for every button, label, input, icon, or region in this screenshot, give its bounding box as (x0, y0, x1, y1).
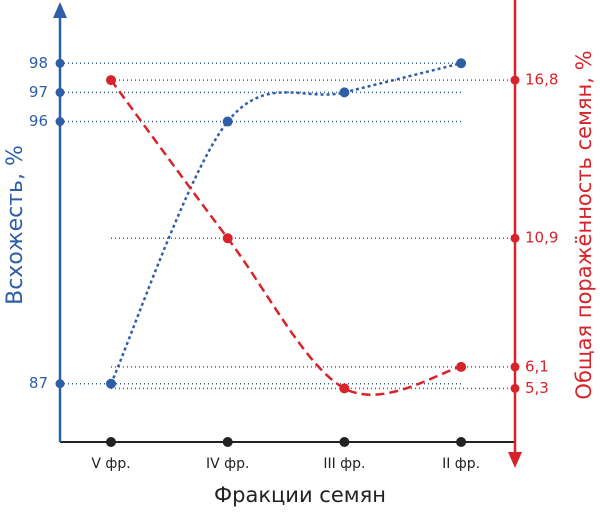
y2-axis-title: Общая поражённость семян, % (572, 50, 596, 399)
y2-tick-label: 6,1 (525, 357, 549, 375)
y-tick-label: 98 (29, 54, 48, 72)
x-tick (339, 437, 350, 447)
y2-axis-arrow (508, 452, 522, 468)
series-line (109, 79, 462, 396)
x-tick (456, 437, 467, 447)
data-point (456, 58, 467, 69)
data-point (222, 116, 233, 127)
y-tick-label: 87 (29, 374, 48, 392)
x-tick-label: III фр. (323, 456, 365, 472)
y2-tick (510, 362, 520, 372)
y-axis-title: Всхожесть, % (3, 145, 28, 305)
x-tick-label: IV фр. (206, 456, 249, 472)
y2-tick (510, 233, 520, 243)
y-tick (55, 117, 65, 127)
y2-tick-label: 16,8 (525, 71, 558, 89)
y-tick (55, 58, 65, 68)
data-point (456, 361, 467, 372)
x-tick-label: V фр. (91, 456, 130, 472)
x-tick (222, 437, 233, 447)
y2-tick (510, 75, 520, 85)
series-line (109, 62, 462, 385)
x-tick-label: II фр. (442, 456, 480, 472)
data-point (222, 233, 233, 244)
data-point (339, 383, 350, 394)
y-tick-label: 97 (29, 83, 48, 101)
x-tick (106, 437, 116, 447)
data-point (106, 378, 116, 389)
y-tick (55, 87, 65, 97)
y-tick (55, 379, 65, 389)
y2-tick (510, 383, 520, 393)
data-point (339, 87, 350, 98)
x-axis-title: Фракции семян (214, 483, 386, 507)
y-axis-arrow (53, 2, 67, 18)
y2-tick-label: 5,3 (525, 379, 549, 397)
y-tick-label: 96 (29, 112, 48, 130)
y2-tick-label: 10,9 (525, 229, 558, 247)
data-point (106, 75, 116, 86)
